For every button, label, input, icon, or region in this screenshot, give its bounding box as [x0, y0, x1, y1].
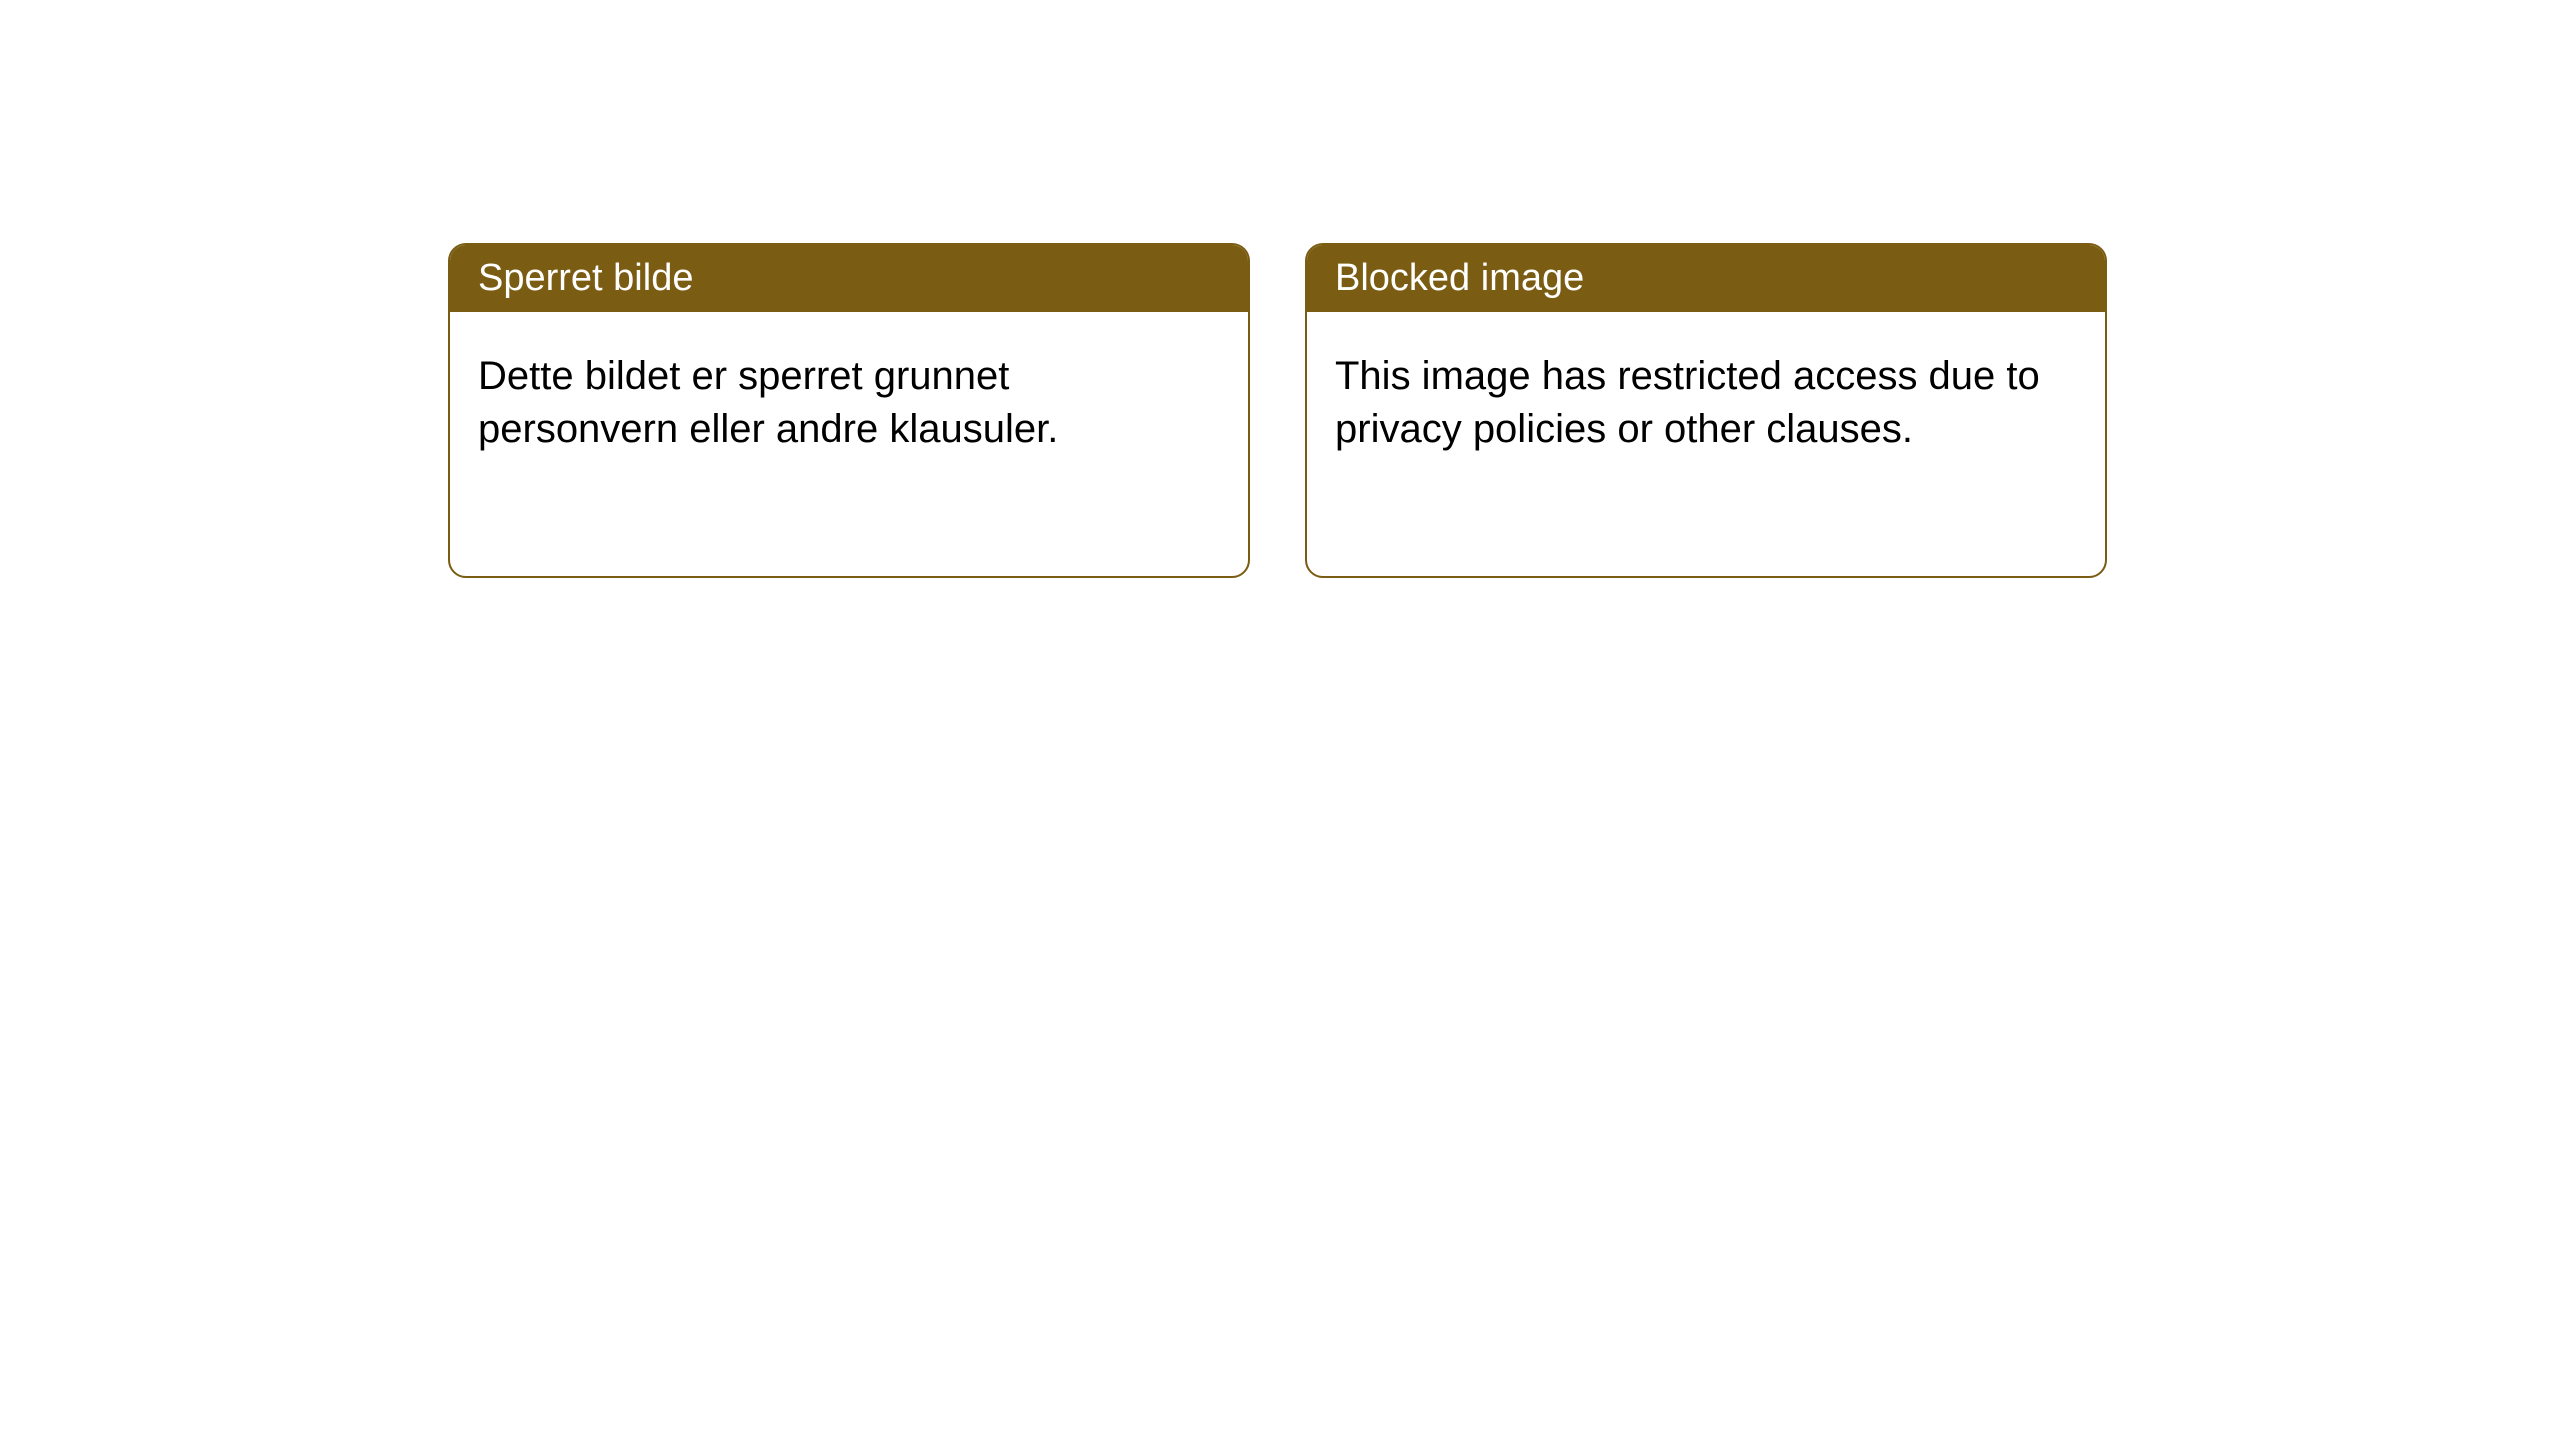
notice-header: Sperret bilde: [450, 245, 1248, 312]
notice-body: This image has restricted access due to …: [1307, 312, 2105, 494]
notice-container: Sperret bilde Dette bildet er sperret gr…: [448, 243, 2107, 578]
notice-body-text: Dette bildet er sperret grunnet personve…: [478, 354, 1058, 451]
notice-body-text: This image has restricted access due to …: [1335, 354, 2040, 451]
notice-header: Blocked image: [1307, 245, 2105, 312]
notice-card-english: Blocked image This image has restricted …: [1305, 243, 2107, 578]
notice-title: Blocked image: [1335, 257, 1584, 299]
notice-body: Dette bildet er sperret grunnet personve…: [450, 312, 1248, 494]
notice-card-norwegian: Sperret bilde Dette bildet er sperret gr…: [448, 243, 1250, 578]
notice-title: Sperret bilde: [478, 257, 693, 299]
